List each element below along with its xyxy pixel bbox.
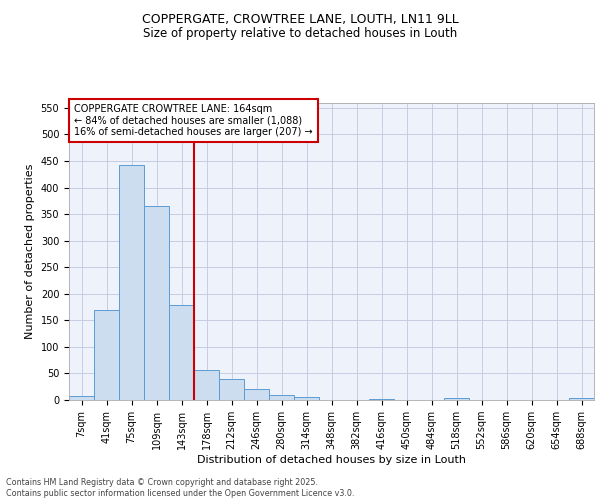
Bar <box>119 164 144 400</box>
Text: Contains HM Land Registry data © Crown copyright and database right 2025.
Contai: Contains HM Land Registry data © Crown c… <box>6 478 355 498</box>
Bar <box>369 399 394 400</box>
X-axis label: Distribution of detached houses by size in Louth: Distribution of detached houses by size … <box>197 455 466 465</box>
Text: Size of property relative to detached houses in Louth: Size of property relative to detached ho… <box>143 28 457 40</box>
Bar <box>569 398 594 400</box>
Bar <box>219 379 244 400</box>
Bar <box>169 306 194 400</box>
Text: COPPERGATE, CROWTREE LANE, LOUTH, LN11 9LL: COPPERGATE, CROWTREE LANE, LOUTH, LN11 9… <box>142 12 458 26</box>
Y-axis label: Number of detached properties: Number of detached properties <box>25 164 35 339</box>
Bar <box>144 206 169 400</box>
Bar <box>69 396 94 400</box>
Text: COPPERGATE CROWTREE LANE: 164sqm
← 84% of detached houses are smaller (1,088)
16: COPPERGATE CROWTREE LANE: 164sqm ← 84% o… <box>74 104 313 137</box>
Bar <box>94 310 119 400</box>
Bar <box>244 389 269 400</box>
Bar <box>294 398 319 400</box>
Bar <box>269 394 294 400</box>
Bar <box>444 398 469 400</box>
Bar <box>194 370 219 400</box>
